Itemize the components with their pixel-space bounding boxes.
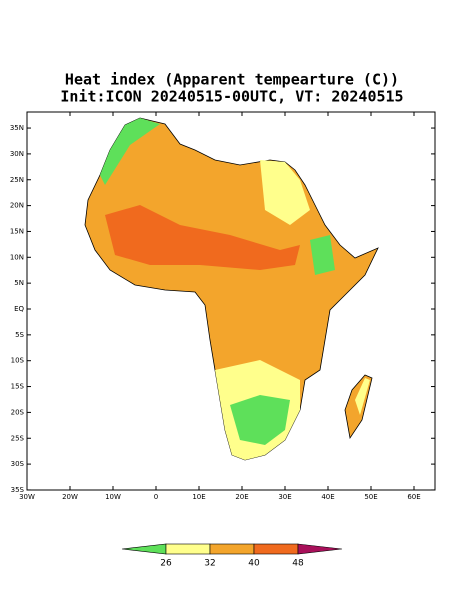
colorbar-end (121, 543, 167, 555)
lat-tick-label: 35N (10, 124, 24, 132)
colorbar-segment (165, 543, 211, 555)
lon-tick-label: 60E (407, 493, 420, 501)
lon-tick-label: 20W (62, 493, 78, 501)
colorbar-end (297, 543, 343, 555)
lat-tick-label: 15S (11, 383, 25, 391)
lon-tick-label: 30W (19, 493, 35, 501)
lat-tick-label: 30N (10, 150, 24, 158)
lon-tick-label: 10W (105, 493, 121, 501)
lat-tick-label: 5N (14, 279, 24, 287)
colorbar-label: 32 (204, 559, 215, 569)
lat-tick-label: EQ (14, 305, 24, 313)
colorbar-segment (253, 543, 299, 555)
lat-tick-label: 5S (15, 331, 24, 339)
lat-tick-label: 25S (11, 434, 25, 442)
land (84, 117, 379, 461)
colorbar-label: 48 (292, 559, 304, 569)
lon-tick-label: 40E (321, 493, 334, 501)
lon-tick-label: 50E (364, 493, 377, 501)
lat-tick-label: 10S (11, 357, 25, 365)
title: Heat index (Apparent tempearture (C)) (65, 71, 399, 89)
lat-tick-label: 35S (11, 486, 25, 494)
lat-tick-label: 10N (10, 253, 24, 261)
lat-tick-label: 20N (10, 202, 24, 210)
lon-tick-label: 0 (154, 493, 158, 501)
lat-tick-label: 20S (11, 408, 25, 416)
lat-tick-label: 30S (11, 460, 25, 468)
lon-tick-label: 10E (192, 493, 205, 501)
lat-tick-label: 25N (10, 176, 24, 184)
colorbar-label: 40 (248, 559, 260, 569)
lat-tick-label: 15N (10, 227, 24, 235)
colorbar-segment (209, 543, 255, 555)
lon-tick-label: 20E (235, 493, 248, 501)
map-frame (26, 111, 436, 491)
colorbar-label: 26 (160, 559, 172, 569)
lon-tick-label: 30E (278, 493, 291, 501)
subtitle: Init:ICON 20240515-00UTC, VT: 20240515 (60, 88, 403, 106)
